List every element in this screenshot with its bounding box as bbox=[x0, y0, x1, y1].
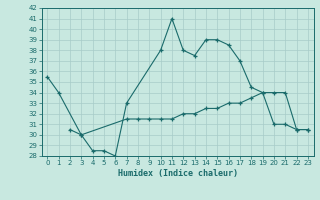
X-axis label: Humidex (Indice chaleur): Humidex (Indice chaleur) bbox=[118, 169, 237, 178]
